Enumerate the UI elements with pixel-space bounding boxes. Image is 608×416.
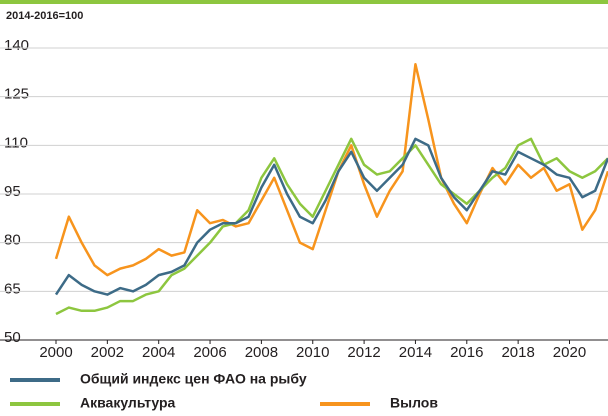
legend-label: Общий индекс цен ФАО на рыбу [80, 371, 307, 387]
y-tick-label: 95 [4, 183, 21, 200]
x-tick-label: 2010 [296, 344, 329, 361]
x-tick-label: 2004 [142, 344, 175, 361]
y-tick-label: 125 [4, 86, 29, 103]
chart-subtitle: 2014-2016=100 [6, 10, 83, 22]
y-tick-label: 110 [4, 134, 28, 151]
x-tick-label: 2008 [245, 344, 278, 361]
x-tick-label: 2020 [553, 344, 586, 361]
legend-label: Аквакультура [80, 395, 176, 411]
x-tick-label: 2016 [450, 344, 483, 361]
y-tick-label: 80 [4, 232, 21, 249]
x-tick-label: 2018 [501, 344, 534, 361]
x-tick-label: 2002 [91, 344, 124, 361]
x-tick-label: 2012 [347, 344, 380, 361]
x-tick-label: 2014 [399, 344, 432, 361]
y-tick-label: 65 [4, 280, 21, 297]
y-tick-label: 140 [4, 37, 29, 54]
x-tick-label: 2006 [193, 344, 226, 361]
top-stripe [0, 0, 608, 4]
x-tick-label: 2000 [39, 344, 72, 361]
legend-label: Вылов [390, 395, 438, 411]
y-tick-label: 50 [4, 329, 21, 346]
series-line [54, 62, 608, 277]
series-line [55, 137, 608, 316]
series-line [54, 137, 608, 296]
